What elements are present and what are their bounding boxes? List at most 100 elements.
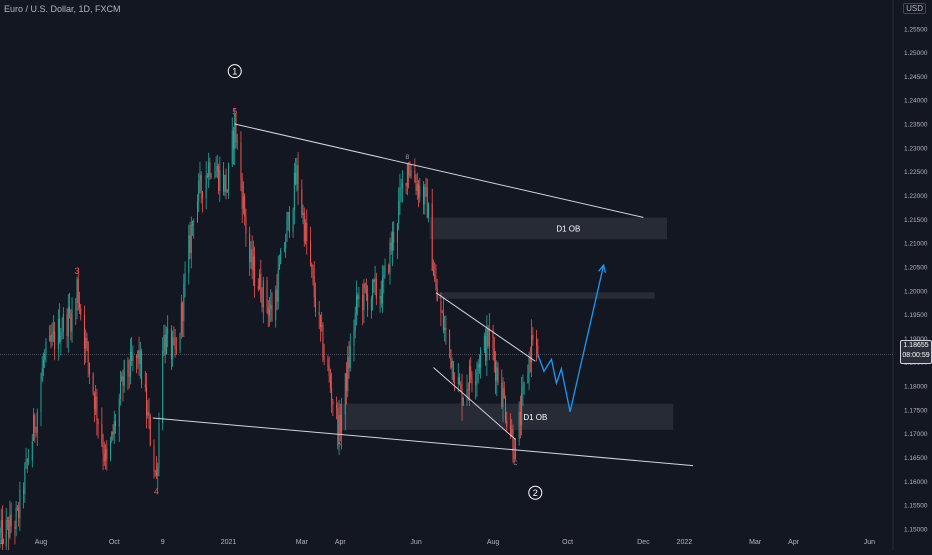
candle-body [497, 367, 499, 383]
candle-body [66, 313, 68, 336]
candle-body [374, 278, 376, 283]
candles [0, 108, 539, 555]
price-tick-label: 1.25000 [904, 50, 928, 57]
candle-body [311, 264, 313, 267]
candle-body [44, 353, 46, 360]
currency-badge[interactable]: USD [903, 3, 926, 14]
candle-body [119, 381, 121, 399]
order-block-label: D1 OB [556, 224, 580, 233]
candle-body [495, 360, 497, 381]
candle-body [514, 438, 516, 460]
candle-body [287, 212, 289, 221]
candle-body [280, 250, 282, 265]
candle-body [261, 299, 263, 308]
candle-body [415, 182, 417, 191]
time-tick-label: 2021 [221, 539, 237, 546]
candle-body [115, 421, 117, 427]
candle-body [165, 333, 167, 355]
candle-body [398, 200, 400, 224]
candle-body [69, 307, 71, 314]
candle-body [373, 279, 375, 283]
candle-body [348, 357, 350, 369]
candle-body [70, 313, 72, 332]
candle-body [349, 345, 351, 369]
candle-body [503, 388, 505, 399]
price-tick-label: 1.21500 [904, 217, 928, 224]
price-tick-label: 1.15500 [904, 503, 928, 510]
candle-body [34, 415, 36, 432]
price-tick-label: 1.16000 [904, 479, 928, 486]
candle-body [440, 301, 442, 313]
candle-body [132, 355, 134, 361]
price-tick-label: 1.22000 [904, 193, 928, 200]
candle-body [470, 366, 472, 379]
upper-trendline [234, 123, 644, 218]
candle-body [471, 378, 473, 385]
candle-body [531, 334, 533, 363]
candle-body [16, 507, 18, 509]
candle-body [226, 190, 228, 193]
candle-body [262, 280, 264, 308]
candle-body [76, 278, 78, 310]
candle-body [314, 297, 316, 313]
candle-body [45, 341, 47, 354]
candle-body [228, 163, 230, 191]
candle-body [5, 520, 7, 547]
candle-body [405, 182, 407, 187]
candle-body [141, 350, 143, 385]
candle-body [537, 345, 539, 355]
candle-body [452, 360, 454, 382]
candle-body [193, 221, 195, 222]
candle-body [480, 350, 482, 368]
candle-body [341, 414, 343, 434]
candle-body [87, 343, 89, 363]
candle-body [42, 359, 44, 368]
candle-body [137, 350, 139, 359]
candle-body [302, 212, 304, 215]
candle-body [122, 376, 124, 386]
candle-body [8, 520, 10, 538]
candle-body [319, 314, 321, 327]
candle-body [285, 241, 287, 249]
candle-body [297, 165, 299, 190]
candle-body [431, 203, 433, 271]
candle-body [449, 329, 451, 350]
order-block-label: D1 OB [523, 413, 547, 422]
last-price-tag: 1.18655 08:00:59 [900, 340, 932, 364]
candle-body [172, 337, 174, 359]
candle-body [102, 443, 104, 454]
candle-body [9, 514, 11, 538]
candle-body [97, 420, 99, 424]
candle-body [444, 327, 446, 331]
candle-body [61, 331, 63, 336]
candle-body [52, 331, 54, 334]
candle-body [167, 328, 169, 334]
candle-body [0, 520, 2, 533]
candle-body [244, 195, 246, 217]
candle-body [157, 466, 159, 476]
time-tick-label: Aug [487, 539, 500, 546]
candle-body [322, 324, 324, 359]
candle-body [286, 220, 288, 242]
time-tick-label: Aug [35, 539, 48, 546]
candle-body [136, 355, 138, 359]
candle-body [427, 203, 429, 218]
candle-body [432, 270, 434, 276]
candle-body [225, 174, 227, 193]
candle-body [164, 335, 166, 355]
candle-body [182, 303, 184, 321]
candle-body [251, 249, 253, 270]
candle-body [236, 142, 238, 143]
time-axis: JulAugOct92021MarAprJunAugOctDec2022MarA… [0, 539, 875, 546]
candle-body [486, 328, 488, 361]
candle-body [205, 175, 207, 199]
candle-body [293, 172, 295, 210]
candle-body [419, 186, 421, 198]
candle-body [85, 338, 87, 349]
candle-body [271, 304, 273, 321]
candle-body [513, 453, 515, 460]
candle-body [6, 520, 8, 521]
candle-body [435, 279, 437, 289]
